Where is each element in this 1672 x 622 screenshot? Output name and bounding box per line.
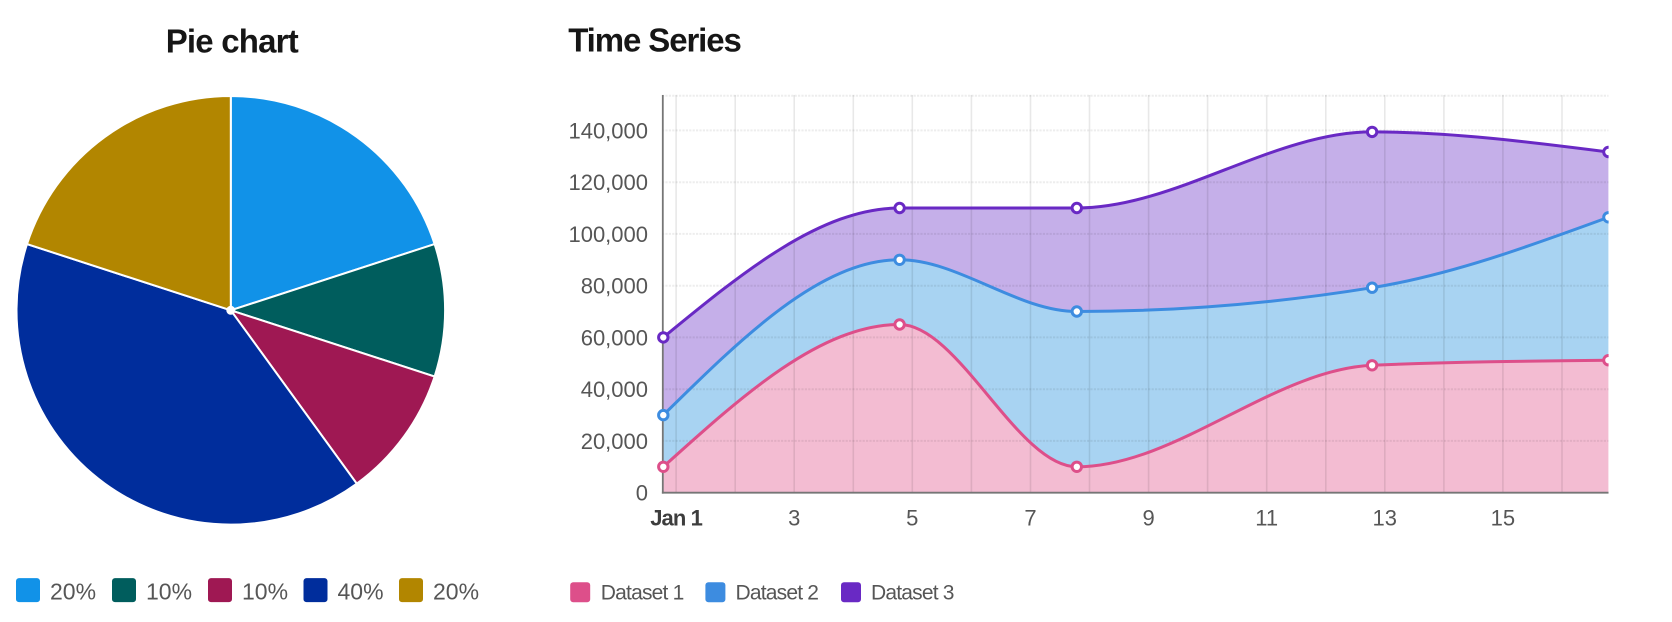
svg-text:11: 11 — [1255, 506, 1278, 531]
svg-text:120,000: 120,000 — [568, 170, 648, 195]
svg-text:13: 13 — [1373, 506, 1397, 531]
svg-text:7: 7 — [1024, 506, 1036, 531]
svg-text:10%: 10% — [242, 579, 288, 605]
svg-text:Dataset 1: Dataset 1 — [601, 582, 684, 605]
svg-text:3: 3 — [788, 506, 800, 531]
svg-text:60,000: 60,000 — [581, 325, 648, 350]
svg-text:100,000: 100,000 — [568, 222, 648, 247]
svg-text:Time Series: Time Series — [568, 22, 741, 59]
svg-text:15: 15 — [1491, 506, 1515, 531]
svg-text:9: 9 — [1142, 506, 1154, 531]
svg-text:40,000: 40,000 — [581, 377, 648, 402]
svg-text:20,000: 20,000 — [581, 429, 648, 454]
svg-text:Dataset 2: Dataset 2 — [736, 582, 819, 605]
svg-text:40%: 40% — [338, 579, 384, 605]
svg-text:20%: 20% — [433, 579, 479, 605]
svg-text:20%: 20% — [50, 579, 96, 605]
svg-text:5: 5 — [906, 506, 918, 531]
svg-text:80,000: 80,000 — [581, 274, 648, 299]
svg-text:10%: 10% — [146, 579, 192, 605]
svg-text:0: 0 — [636, 481, 648, 506]
svg-text:Pie chart: Pie chart — [166, 23, 299, 60]
svg-text:Dataset 3: Dataset 3 — [871, 582, 954, 605]
svg-text:140,000: 140,000 — [568, 118, 648, 143]
svg-text:Jan 1: Jan 1 — [650, 506, 702, 531]
